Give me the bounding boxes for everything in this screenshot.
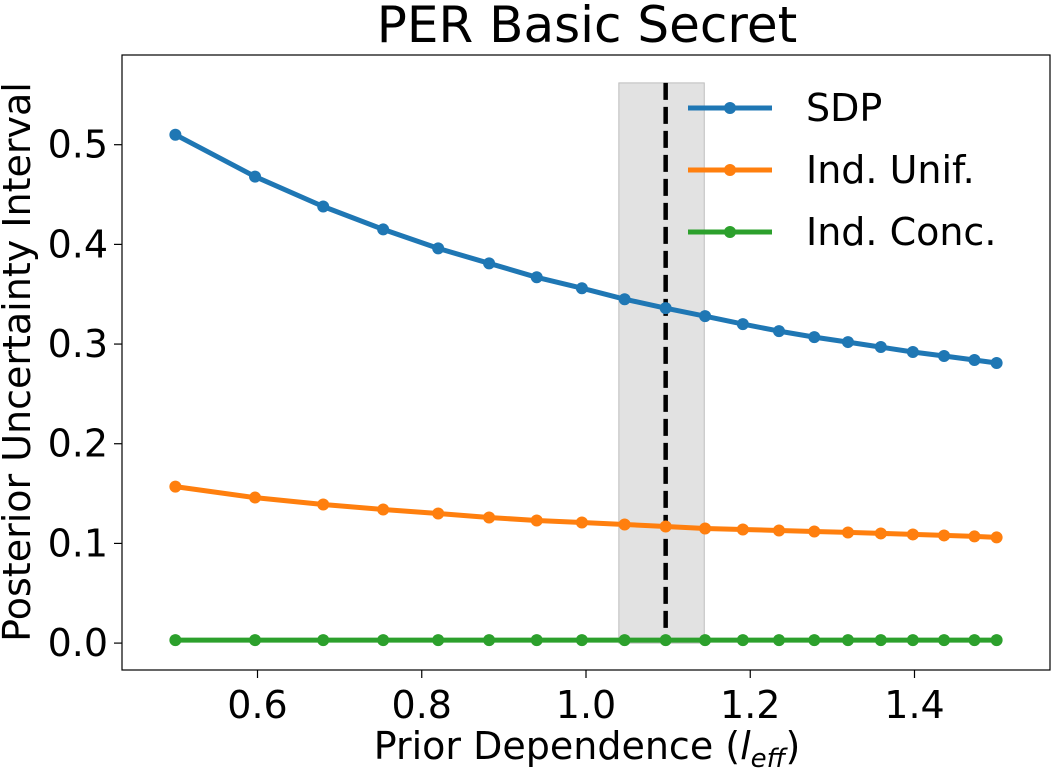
data-point (841, 526, 854, 539)
data-point (575, 282, 588, 295)
data-point (699, 634, 712, 647)
x-tick-label: 1.0 (556, 683, 616, 727)
x-tick-label: 1.2 (720, 683, 780, 727)
series-2 (169, 634, 1003, 647)
y-tick-label: 0.3 (48, 322, 108, 366)
y-axis-label: Posterior Uncertainty Interval (0, 82, 39, 642)
data-point (968, 530, 981, 543)
x-tick-label: 1.4 (884, 683, 944, 727)
y-tick-label: 0.4 (48, 222, 108, 266)
data-point (377, 634, 390, 647)
data-point (659, 634, 672, 647)
data-point (968, 354, 981, 367)
data-point (736, 523, 749, 536)
data-point (377, 503, 390, 516)
data-point (317, 200, 330, 213)
data-point (906, 346, 919, 359)
data-point (938, 529, 951, 542)
x-ticks: 0.6 0.8 1.0 1.2 1.4 (227, 670, 945, 727)
data-point (618, 518, 631, 531)
x-tick-label: 0.8 (392, 683, 452, 727)
legend-label: Ind. Conc. (806, 210, 996, 254)
data-point (699, 310, 712, 323)
legend-entry-1: Ind. Unif. (688, 148, 975, 192)
x-axis-label-variable: l (740, 724, 751, 768)
data-point (736, 634, 749, 647)
data-point (618, 634, 631, 647)
data-point (990, 531, 1003, 544)
data-point (317, 498, 330, 511)
series-0 (169, 128, 1003, 369)
x-tick-label: 0.6 (227, 683, 287, 727)
series-layer (169, 128, 1003, 647)
data-point (906, 528, 919, 541)
data-point (659, 302, 672, 315)
x-axis-label-close: ) (785, 724, 800, 768)
data-point (808, 331, 821, 344)
y-tick-label: 0.5 (48, 123, 108, 167)
series-1 (169, 480, 1003, 544)
data-point (968, 634, 981, 647)
data-point (249, 634, 262, 647)
data-point (874, 527, 887, 540)
data-point (169, 128, 182, 141)
legend-entry-0: SDP (688, 86, 882, 130)
legend: SDP Ind. Unif. Ind. Conc. (688, 86, 996, 254)
chart-title: PER Basic Secret (377, 0, 797, 54)
legend-label: SDP (806, 86, 882, 130)
data-point (249, 170, 262, 183)
data-point (483, 257, 496, 270)
data-point (874, 341, 887, 354)
legend-entry-2: Ind. Conc. (688, 210, 996, 254)
y-tick-label: 0.0 (48, 621, 108, 665)
data-point (483, 634, 496, 647)
data-point (169, 634, 182, 647)
data-point (772, 325, 785, 338)
data-point (841, 634, 854, 647)
data-point (874, 634, 887, 647)
x-axis-label: Prior Dependence (leff) (374, 724, 801, 769)
legend-marker (724, 226, 736, 238)
data-point (618, 293, 631, 306)
y-ticks: 0.0 0.1 0.2 0.3 0.4 0.5 (48, 123, 122, 665)
data-point (377, 223, 390, 236)
data-point (530, 634, 543, 647)
y-tick-label: 0.2 (48, 422, 108, 466)
y-tick-label: 0.1 (48, 521, 108, 565)
data-point (938, 634, 951, 647)
data-point (659, 520, 672, 533)
data-point (990, 356, 1003, 369)
data-point (317, 634, 330, 647)
x-axis-label-main: Prior Dependence ( (374, 724, 740, 768)
data-point (432, 242, 445, 255)
data-point (530, 514, 543, 527)
data-point (169, 480, 182, 493)
data-point (699, 522, 712, 535)
data-point (808, 634, 821, 647)
legend-marker (724, 102, 736, 114)
data-point (772, 524, 785, 537)
data-point (906, 634, 919, 647)
series-line (172, 484, 1000, 540)
data-point (483, 511, 496, 524)
data-point (575, 634, 588, 647)
data-point (808, 525, 821, 538)
data-point (249, 491, 262, 504)
data-point (938, 350, 951, 363)
data-point (990, 634, 1003, 647)
legend-marker (724, 164, 736, 176)
x-axis-label-subscript: eff (751, 744, 789, 769)
uncertainty-band (618, 82, 705, 644)
data-point (736, 318, 749, 331)
data-point (432, 634, 445, 647)
uncertainty-band-layer (618, 82, 705, 644)
data-point (841, 336, 854, 349)
data-point (432, 507, 445, 520)
legend-label: Ind. Unif. (806, 148, 975, 192)
data-point (530, 271, 543, 284)
data-point (772, 634, 785, 647)
data-point (575, 516, 588, 529)
